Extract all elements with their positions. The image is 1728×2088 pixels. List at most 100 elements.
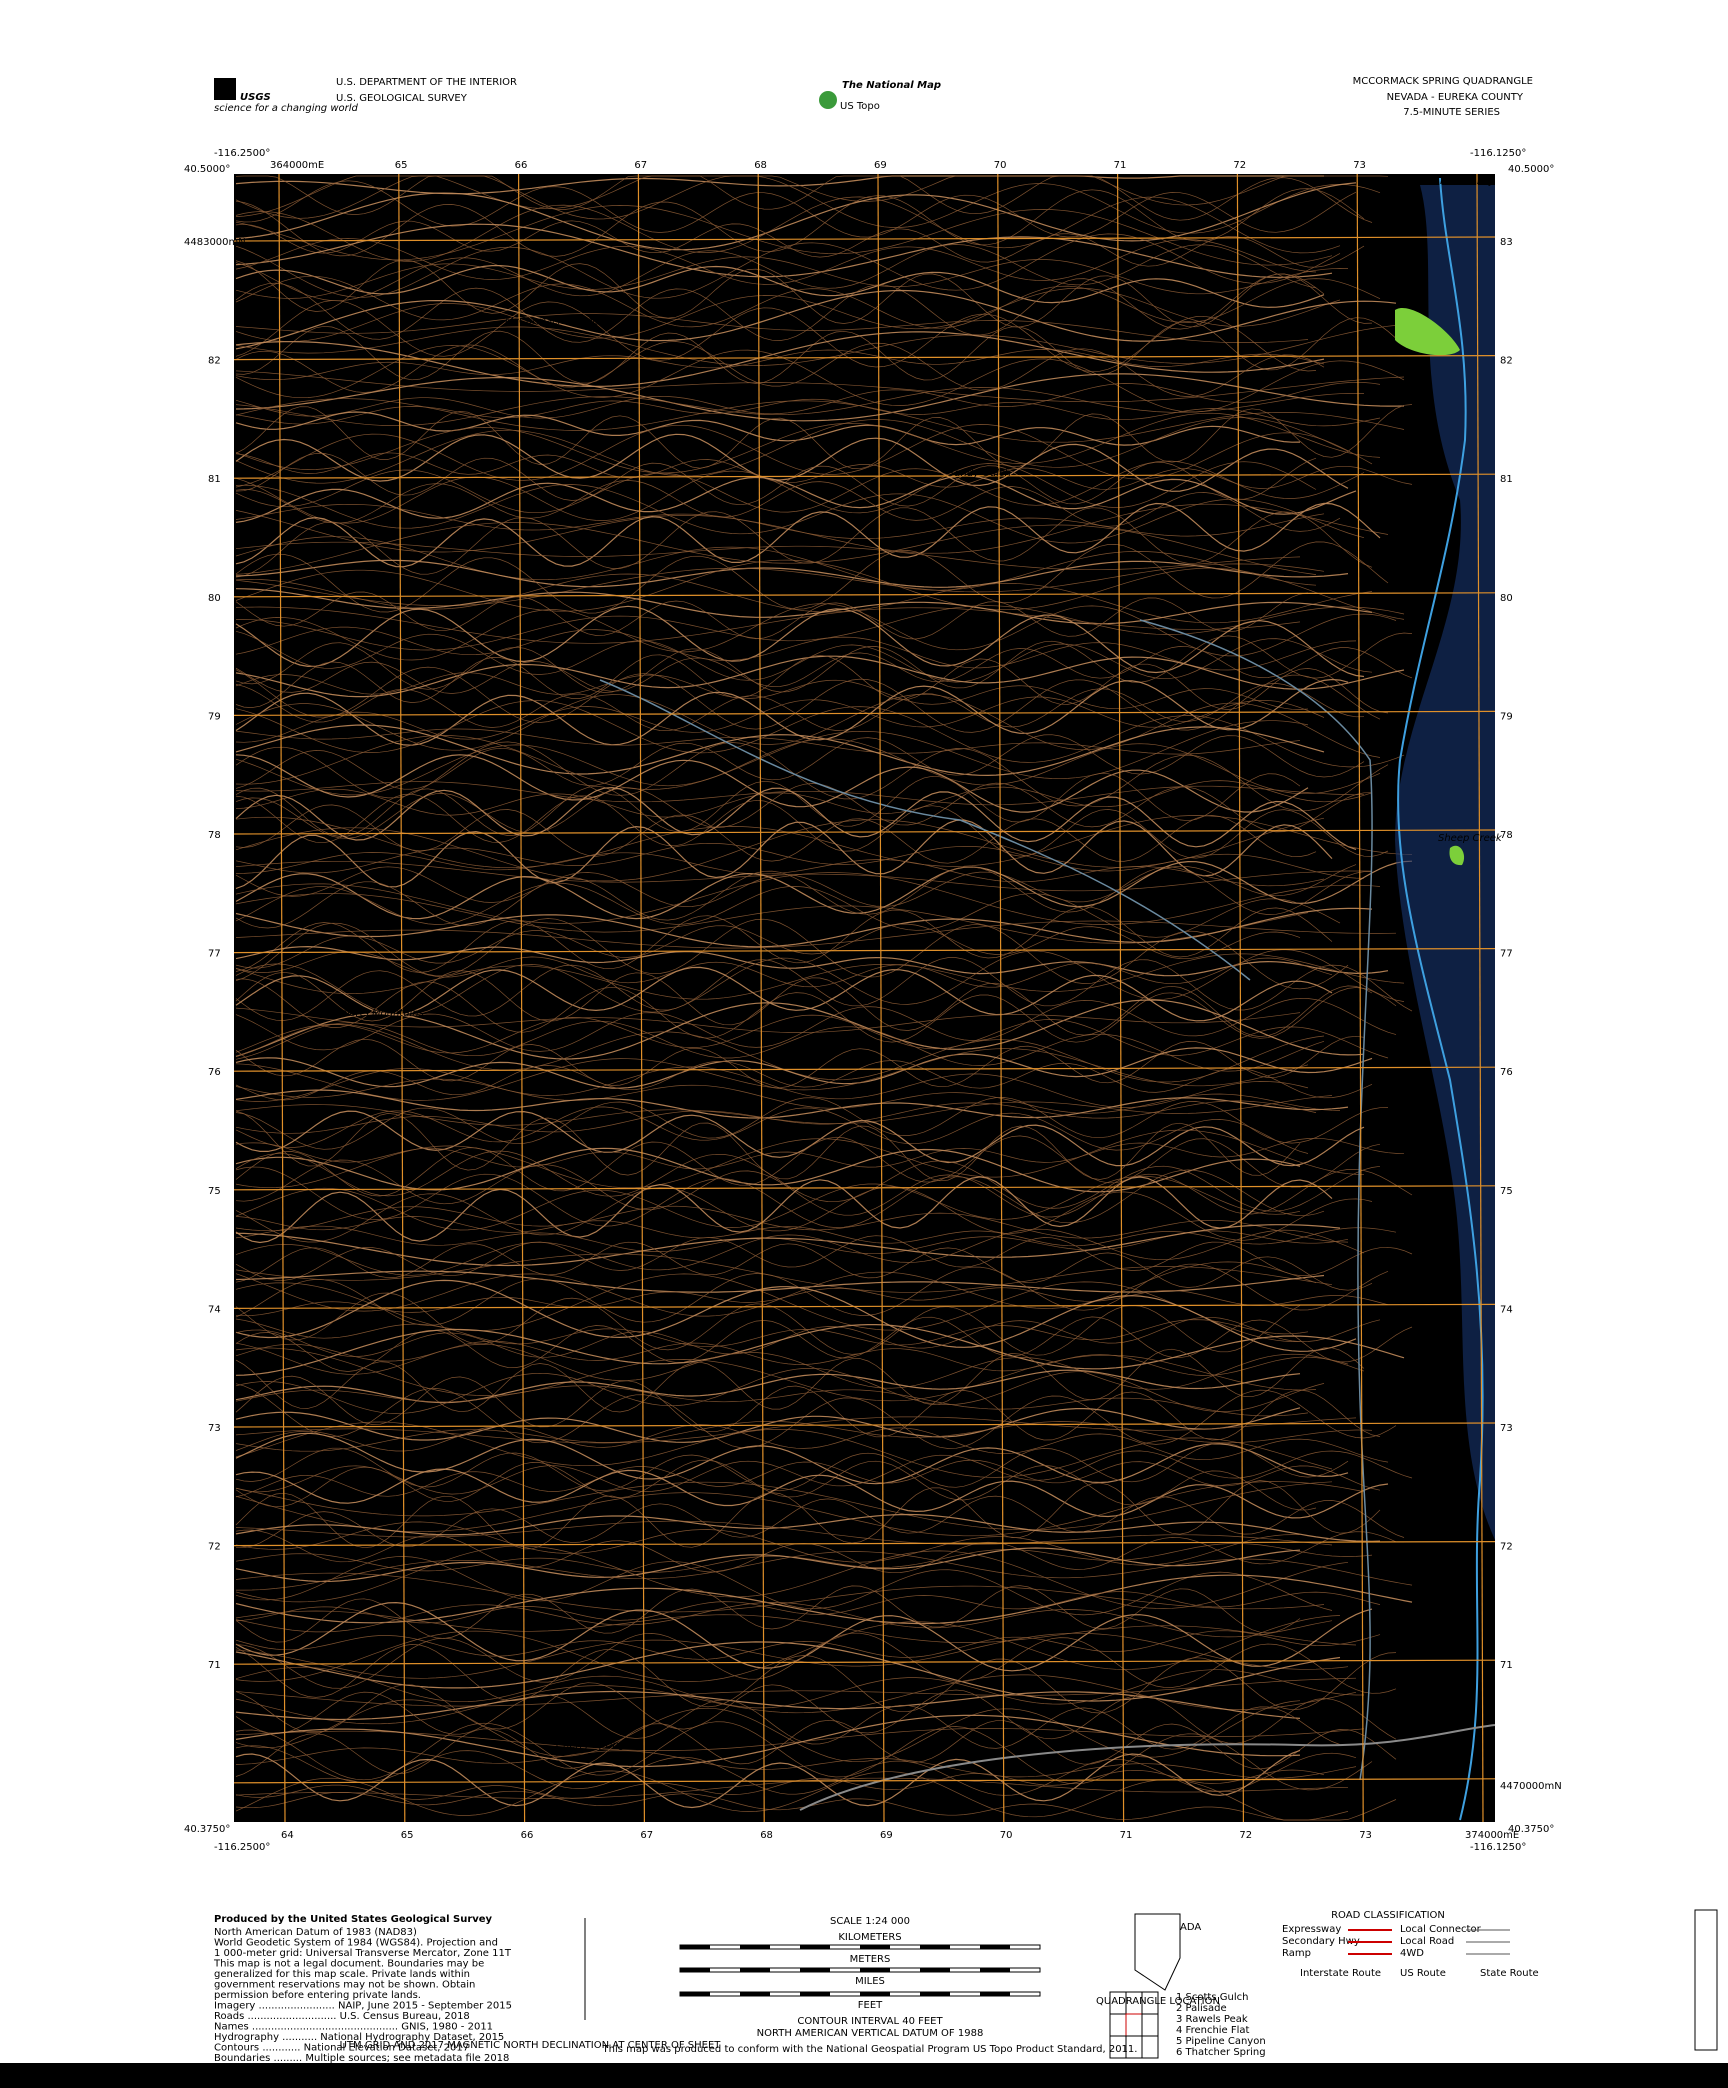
declination: UTM GRID AND 2017 MAGNETIC NORTH DECLINA…: [340, 2040, 722, 2051]
northing-line: [233, 1659, 1496, 1665]
contour-line: [235, 591, 1309, 640]
unit: KILOMETERS: [838, 1932, 901, 1943]
place-name: Sheep Creek: [1438, 833, 1503, 844]
water-features: [599, 177, 1496, 1821]
contour-line: [235, 1699, 1301, 1763]
scale-seg: [980, 1945, 1010, 1949]
scale-seg: [740, 1968, 770, 1972]
contour-line: [235, 852, 1325, 887]
northing-label: 72: [208, 1542, 221, 1553]
easting-label: 69: [880, 1830, 893, 1841]
contour-line: [235, 1292, 1301, 1356]
contour-line: [235, 804, 1317, 864]
contour-line: [235, 920, 1397, 949]
easting-line: [398, 173, 406, 1823]
producer: Produced by the United States Geological…: [214, 1914, 493, 1925]
northing-label: 81: [1500, 474, 1513, 485]
logo-tagline: science for a changing world: [214, 103, 359, 114]
wetland: [1395, 185, 1495, 1540]
contour-line: [235, 1066, 1309, 1108]
contour-line: [235, 654, 1389, 714]
northing-label: 72: [1500, 1542, 1513, 1553]
contour-line: [235, 233, 1341, 299]
easting-label: 65: [401, 1830, 414, 1841]
northing-label: 74: [1500, 1304, 1513, 1315]
contour-line: [235, 1644, 1397, 1714]
northing-label: 82: [208, 356, 221, 367]
credit: North American Datum of 1983 (NAD83): [214, 1927, 417, 1938]
contour-line: [235, 646, 1413, 694]
place-name: McCormack Spring: [505, 316, 599, 327]
scale-seg: [680, 1992, 710, 1996]
scale-seg: [740, 1992, 770, 1996]
contour-line: [235, 460, 1365, 514]
contour-line: [235, 175, 1373, 223]
contour-line: [235, 793, 1389, 859]
contour-line: [235, 1432, 1349, 1485]
vertical-datum: NORTH AMERICAN VERTICAL DATUM OF 1988: [757, 2028, 984, 2039]
contour-line: [235, 1529, 1397, 1574]
contour-line: [235, 655, 1405, 698]
contour-line: [235, 341, 1325, 397]
scale-seg: [740, 1945, 770, 1949]
contour-line: [235, 1591, 1381, 1624]
easting-first: 364000mE: [270, 160, 324, 171]
credit: 1 000-meter grid: Universal Transverse M…: [214, 1948, 512, 1959]
contour-line: [235, 1150, 1381, 1212]
contour-line: [235, 1241, 1373, 1291]
contour-line: [235, 345, 1405, 413]
contour-line: [235, 817, 1325, 882]
northing-label: 71: [208, 1660, 221, 1671]
contour-line: [235, 949, 1405, 1016]
contour-line: [235, 1186, 1373, 1243]
contour-line: [235, 412, 1381, 474]
scale-seg: [980, 1992, 1010, 1996]
adjoining-quad: 1 Scotts Gulch: [1176, 1992, 1248, 2003]
contour-line: [235, 1632, 1397, 1694]
contour-line: [235, 780, 1373, 818]
contour-line: [235, 1481, 1333, 1531]
contour-line: [235, 1137, 1405, 1170]
contour-line: [235, 1263, 1389, 1326]
contour-line: [235, 1385, 1309, 1417]
northing-label: 76: [1500, 1067, 1513, 1078]
northing-first: 4483000mN: [184, 237, 246, 248]
contour-line: [235, 1450, 1413, 1495]
contour-line: [235, 1480, 1381, 1550]
northing-label: 79: [208, 711, 221, 722]
contour-line: [235, 559, 1405, 620]
contour-line: [235, 970, 1373, 1037]
contour-line: [235, 273, 1325, 343]
contour-line: [235, 287, 1341, 342]
northing-line: [233, 829, 1496, 835]
northing-line: [233, 236, 1496, 242]
contour-line: [235, 1347, 1365, 1413]
contour-line: [235, 1347, 1317, 1402]
contour-line: [235, 1424, 1389, 1463]
easting-label: 67: [634, 160, 647, 171]
contour-line: [235, 1106, 1309, 1154]
easting-line: [757, 173, 765, 1823]
contour-line: [235, 860, 1413, 920]
credit: Imagery ........................ NAIP, J…: [214, 2001, 512, 2012]
easting-label: 67: [640, 1830, 653, 1841]
contour-line: [235, 275, 1381, 329]
easting-line: [637, 173, 646, 1823]
credit: government reservations may not be shown…: [214, 1980, 475, 1991]
contour-line: [235, 1749, 1301, 1809]
series: 7.5-MINUTE SERIES: [1403, 107, 1500, 118]
easting-label: 66: [521, 1830, 534, 1841]
state-outline: [1134, 1913, 1181, 1991]
northing-last: 4470000mN: [1500, 1781, 1562, 1792]
logo-text: USGS: [240, 92, 271, 103]
state: NEVADA: [1160, 1922, 1201, 1933]
contour-line: [235, 289, 1397, 350]
contour-line: [235, 182, 1357, 251]
contour-line: [235, 1060, 1373, 1101]
contour-line: [235, 1666, 1364, 1709]
us-topo: US Topo: [840, 101, 880, 112]
scale: SCALE 1:24 000: [830, 1916, 910, 1927]
contour-line: [235, 1023, 1325, 1083]
road-type: Local Road: [1400, 1936, 1454, 1947]
unit: FEET: [858, 2000, 883, 2011]
